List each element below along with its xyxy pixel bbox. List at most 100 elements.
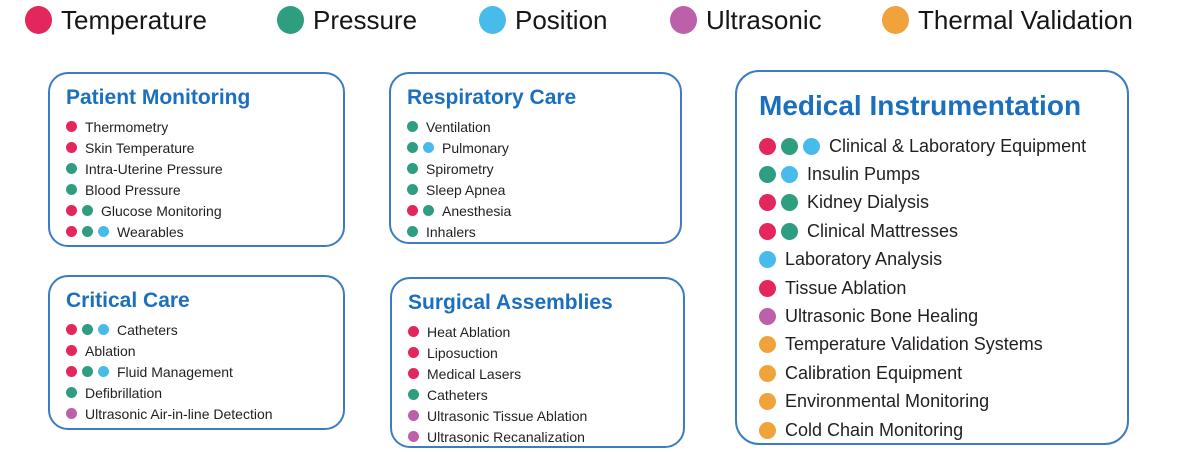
ultrasonic-dot-icon	[66, 408, 77, 419]
position-dot-icon	[781, 166, 798, 184]
list-item: Anesthesia	[407, 200, 668, 221]
list-item: Calibration Equipment	[759, 359, 1109, 387]
list-item: Ablation	[66, 340, 331, 361]
list-item: Temperature Validation Systems	[759, 331, 1109, 359]
card-title: Patient Monitoring	[66, 86, 251, 109]
item-label: Wearables	[117, 223, 184, 240]
temperature-dot-icon	[759, 279, 776, 297]
temperature-dot-icon	[66, 121, 77, 132]
pressure-dot-icon	[423, 205, 434, 216]
legend: Temperature Pressure Position Ultrasonic…	[0, 0, 1200, 42]
position-dot-icon	[98, 226, 109, 237]
item-label: Fluid Management	[117, 363, 233, 380]
card-critical-care: Critical Care Catheters Ablation Fluid Man…	[48, 275, 345, 430]
list-item: Heat Ablation	[408, 321, 671, 342]
list-item: Glucose Monitoring	[66, 200, 331, 221]
temperature-dot-icon	[408, 368, 419, 379]
item-label: Calibration Equipment	[785, 362, 963, 383]
item-label: Ultrasonic Tissue Ablation	[427, 407, 588, 424]
item-label: Sleep Apnea	[426, 181, 506, 198]
item-label: Medical Lasers	[427, 365, 522, 382]
list-item: Ultrasonic Recanalization	[408, 426, 671, 447]
legend-item-thermal-validation: Thermal Validation	[882, 6, 1133, 34]
pressure-dot-icon	[82, 205, 93, 216]
list-item: Ventilation	[407, 116, 668, 137]
pressure-dot-icon	[407, 226, 418, 237]
card-item-list: Clinical & Laboratory Equipment Insulin P…	[759, 132, 1109, 444]
list-item: Catheters	[66, 319, 331, 340]
pressure-dot-icon	[66, 387, 77, 398]
card-title: Medical Instrumentation	[759, 90, 1082, 121]
thermal-validation-dot-icon	[882, 6, 909, 34]
list-item: Wearables	[66, 221, 331, 242]
list-item: Cold Chain Monitoring	[759, 416, 1109, 444]
ultrasonic-dot-icon	[408, 410, 419, 421]
card-item-list: Heat Ablation Liposuction Medical Lasers Ca…	[408, 321, 671, 447]
list-item: Defibrillation	[66, 382, 331, 403]
item-label: Clinical Mattresses	[807, 220, 959, 241]
temperature-dot-icon	[66, 226, 77, 237]
item-label: Ultrasonic Recanalization	[427, 428, 585, 445]
thermal-dot-icon	[759, 393, 776, 411]
item-label: Ultrasonic Air-in-line Detection	[85, 405, 273, 422]
card-title: Critical Care	[66, 289, 190, 312]
item-label: Liposuction	[427, 344, 498, 361]
item-label: Pulmonary	[442, 139, 509, 156]
legend-item-temperature: Temperature	[25, 6, 207, 34]
pressure-dot-icon	[82, 324, 93, 335]
item-label: Catheters	[427, 386, 488, 403]
list-item: Catheters	[408, 384, 671, 405]
ultrasonic-dot-icon	[408, 431, 419, 442]
item-label: Inhalers	[426, 223, 476, 240]
temperature-dot-icon	[408, 347, 419, 358]
pressure-dot-icon	[407, 184, 418, 195]
card-medical-instrumentation: Medical Instrumentation Clinical & Labor…	[735, 70, 1129, 445]
card-patient-monitoring: Patient Monitoring Thermometry Skin Tempe…	[48, 72, 345, 247]
card-respiratory-care: Respiratory Care Ventilation Pulmonary Spi…	[389, 72, 682, 244]
list-item: Ultrasonic Bone Healing	[759, 302, 1109, 330]
temperature-dot-icon	[25, 6, 52, 34]
pressure-dot-icon	[277, 6, 304, 34]
item-label: Anesthesia	[442, 202, 512, 219]
temperature-dot-icon	[66, 205, 77, 216]
list-item: Skin Temperature	[66, 137, 331, 158]
pressure-dot-icon	[82, 366, 93, 377]
temperature-dot-icon	[759, 222, 776, 240]
pressure-dot-icon	[407, 142, 418, 153]
list-item: Tissue Ablation	[759, 274, 1109, 302]
list-item: Kidney Dialysis	[759, 189, 1109, 217]
item-label: Insulin Pumps	[807, 164, 921, 185]
temperature-dot-icon	[66, 324, 77, 335]
item-label: Spirometry	[426, 160, 494, 177]
item-label: Tissue Ablation	[785, 277, 907, 298]
list-item: Fluid Management	[66, 361, 331, 382]
item-label: Thermometry	[85, 118, 169, 135]
card-title: Surgical Assemblies	[408, 291, 613, 314]
item-label: Ventilation	[426, 118, 491, 135]
card-item-list: Ventilation Pulmonary Spirometry Sleep Apne…	[407, 116, 668, 242]
position-dot-icon	[479, 6, 506, 34]
pressure-dot-icon	[407, 121, 418, 132]
card-surgical-assemblies: Surgical Assemblies Heat Ablation Liposuc…	[390, 277, 685, 448]
list-item: Ultrasonic Tissue Ablation	[408, 405, 671, 426]
pressure-dot-icon	[781, 137, 798, 155]
item-label: Skin Temperature	[85, 139, 195, 156]
legend-item-position: Position	[479, 6, 608, 34]
ultrasonic-dot-icon	[759, 308, 776, 326]
item-label: Kidney Dialysis	[807, 192, 930, 213]
pressure-dot-icon	[408, 389, 419, 400]
pressure-dot-icon	[759, 166, 776, 184]
pressure-dot-icon	[407, 163, 418, 174]
legend-label: Ultrasonic	[706, 5, 822, 35]
pressure-dot-icon	[781, 194, 798, 212]
temperature-dot-icon	[66, 366, 77, 377]
pressure-dot-icon	[82, 226, 93, 237]
item-label: Catheters	[117, 321, 178, 338]
list-item: Clinical & Laboratory Equipment	[759, 132, 1109, 160]
temperature-dot-icon	[407, 205, 418, 216]
temperature-dot-icon	[66, 142, 77, 153]
item-label: Temperature Validation Systems	[785, 334, 1043, 355]
list-item: Clinical Mattresses	[759, 217, 1109, 245]
list-item: Ultrasonic Air-in-line Detection	[66, 403, 331, 424]
temperature-dot-icon	[66, 345, 77, 356]
